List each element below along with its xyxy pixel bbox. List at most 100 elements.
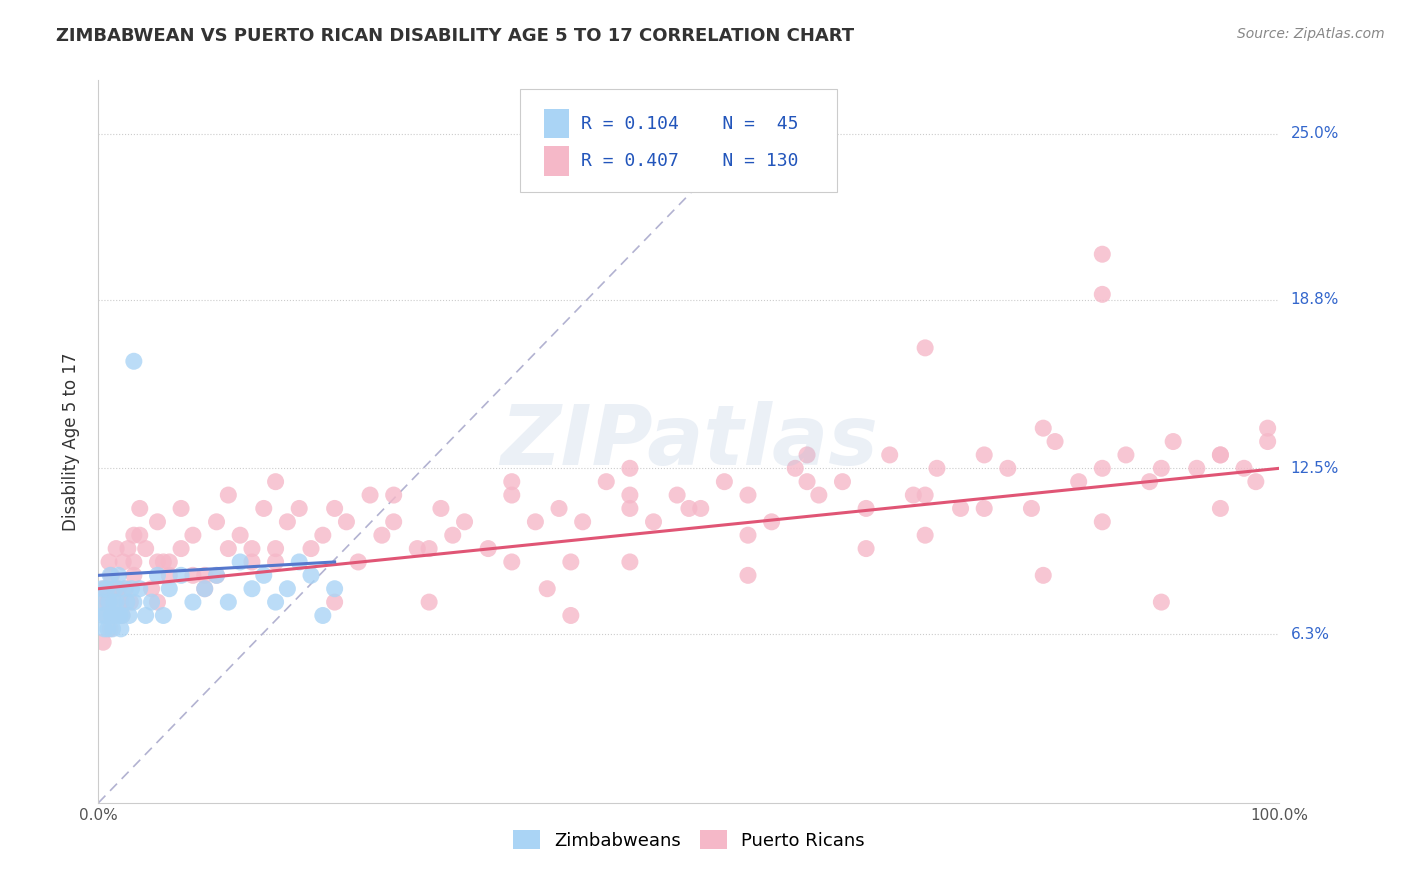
Point	[1032, 568, 1054, 582]
Point	[406, 541, 429, 556]
Point	[1244, 475, 1267, 489]
Point	[973, 448, 995, 462]
Point	[1115, 448, 1137, 462]
Point	[1139, 475, 1161, 489]
Point	[418, 541, 440, 556]
Y-axis label: Disability Age 5 to 17: Disability Age 5 to 17	[62, 352, 80, 531]
Point	[98, 555, 121, 569]
Point	[122, 528, 145, 542]
Point	[571, 515, 593, 529]
Text: 25.0%: 25.0%	[1291, 127, 1339, 141]
Point	[312, 528, 335, 542]
Point	[112, 555, 135, 569]
Point	[643, 515, 665, 529]
Point	[112, 582, 135, 596]
Point	[264, 541, 287, 556]
Point	[560, 555, 582, 569]
Point	[157, 568, 180, 582]
Point	[96, 582, 118, 596]
Point	[118, 608, 141, 623]
Point	[93, 582, 115, 596]
Point	[181, 568, 204, 582]
Point	[323, 501, 346, 516]
Point	[217, 541, 239, 556]
Point	[121, 582, 143, 596]
Point	[117, 541, 139, 556]
Point	[1150, 595, 1173, 609]
Point	[1091, 461, 1114, 475]
Point	[807, 488, 830, 502]
Point	[217, 488, 239, 502]
Point	[914, 488, 936, 502]
Point	[430, 501, 453, 516]
Point	[181, 528, 204, 542]
Point	[595, 475, 617, 489]
Point	[855, 501, 877, 516]
Point	[264, 475, 287, 489]
Point	[107, 568, 129, 582]
Text: ZIMBABWEAN VS PUERTO RICAN DISABILITY AGE 5 TO 17 CORRELATION CHART: ZIMBABWEAN VS PUERTO RICAN DISABILITY AG…	[56, 27, 855, 45]
Point	[146, 555, 169, 569]
Point	[100, 608, 122, 623]
Point	[205, 515, 228, 529]
Point	[619, 461, 641, 475]
Point	[501, 475, 523, 489]
Point	[949, 501, 972, 516]
Point	[737, 528, 759, 542]
Text: ZIPatlas: ZIPatlas	[501, 401, 877, 482]
Point	[796, 448, 818, 462]
Point	[146, 595, 169, 609]
Point	[619, 488, 641, 502]
Point	[110, 622, 132, 636]
Point	[418, 595, 440, 609]
Point	[91, 595, 114, 609]
Point	[91, 582, 114, 596]
Point	[879, 448, 901, 462]
Point	[678, 501, 700, 516]
Point	[90, 595, 112, 609]
Point	[194, 582, 217, 596]
Point	[101, 622, 124, 636]
Point	[107, 582, 129, 596]
Point	[1209, 501, 1232, 516]
Point	[335, 515, 357, 529]
Point	[1185, 461, 1208, 475]
Point	[93, 622, 115, 636]
Point	[831, 475, 853, 489]
Point	[217, 595, 239, 609]
Point	[288, 501, 311, 516]
Legend: Zimbabweans, Puerto Ricans: Zimbabweans, Puerto Ricans	[505, 822, 873, 859]
Point	[98, 622, 121, 636]
Point	[96, 608, 118, 623]
Point	[194, 568, 217, 582]
Point	[453, 515, 475, 529]
Point	[1150, 461, 1173, 475]
Point	[98, 568, 121, 582]
Point	[382, 515, 405, 529]
Point	[1257, 421, 1279, 435]
Point	[94, 582, 117, 596]
Point	[135, 541, 157, 556]
Point	[141, 582, 163, 596]
Point	[157, 582, 180, 596]
Text: Source: ZipAtlas.com: Source: ZipAtlas.com	[1237, 27, 1385, 41]
Point	[105, 595, 128, 609]
Point	[114, 582, 136, 596]
Point	[110, 595, 132, 609]
Point	[276, 515, 298, 529]
Point	[666, 488, 689, 502]
Point	[524, 515, 547, 529]
Point	[264, 595, 287, 609]
Point	[371, 528, 394, 542]
Point	[973, 501, 995, 516]
Point	[312, 608, 335, 623]
Point	[359, 488, 381, 502]
Point	[737, 488, 759, 502]
Point	[98, 595, 121, 609]
Point	[761, 515, 783, 529]
Text: 18.8%: 18.8%	[1291, 293, 1339, 307]
Point	[97, 622, 120, 636]
Point	[288, 555, 311, 569]
Point	[105, 582, 128, 596]
Point	[1021, 501, 1043, 516]
